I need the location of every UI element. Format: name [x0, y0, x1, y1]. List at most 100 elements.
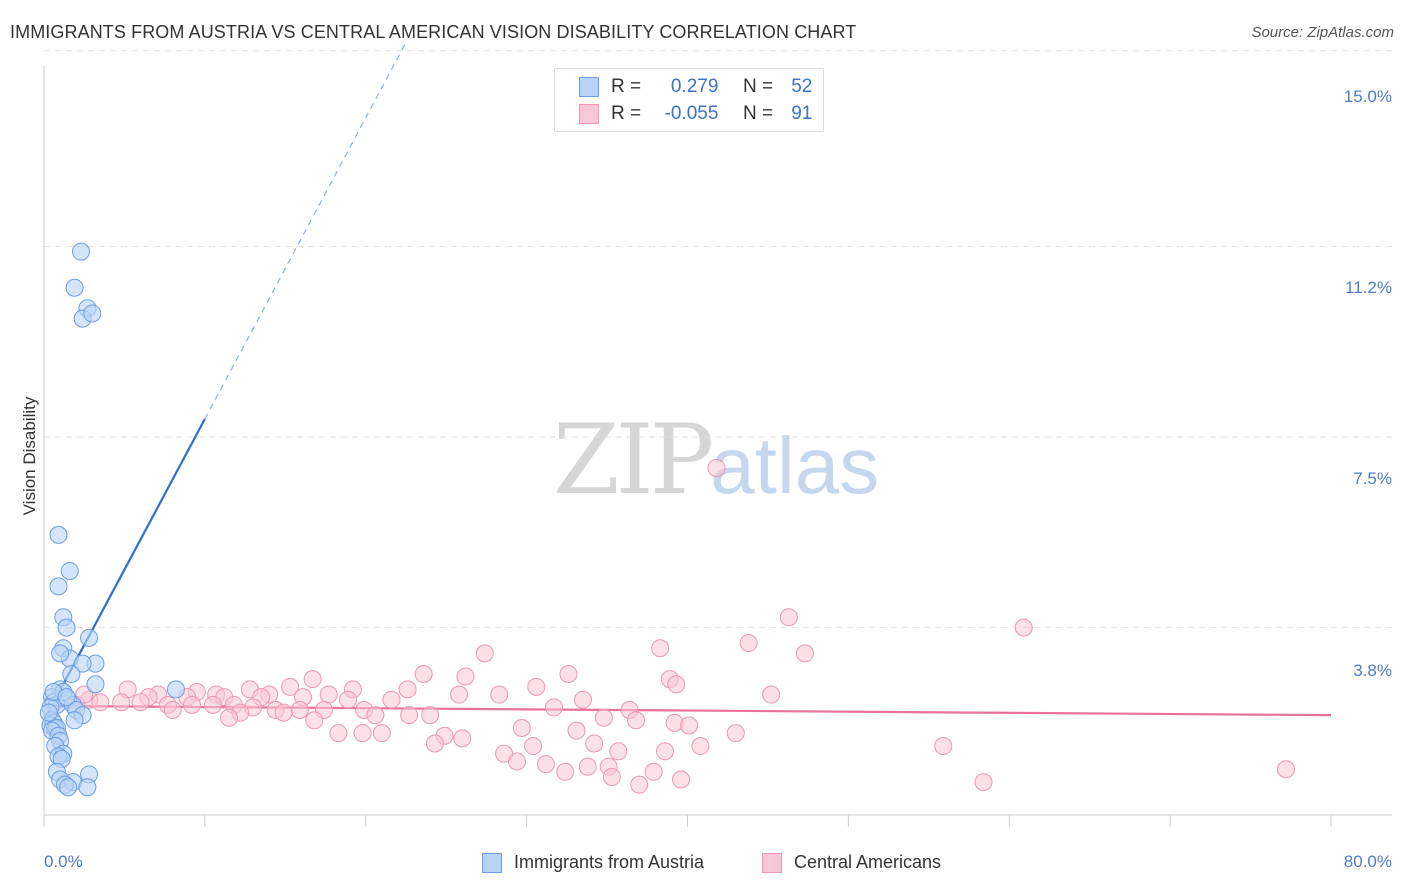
data-point-central-americans	[524, 737, 543, 756]
data-point-austria	[72, 242, 91, 261]
chart-title: IMMIGRANTS FROM AUSTRIA VS CENTRAL AMERI…	[10, 22, 857, 42]
data-point-central-americans	[75, 685, 94, 704]
data-point-central-americans	[414, 664, 433, 683]
bottom-legend-label-austria: Immigrants from Austria	[514, 852, 705, 872]
legend-n-label: N =	[742, 76, 774, 97]
data-point-central-americans	[456, 667, 475, 686]
data-point-austria	[86, 675, 105, 694]
data-point-central-americans	[425, 734, 444, 753]
data-point-central-americans	[559, 664, 578, 683]
data-point-austria	[39, 703, 58, 722]
data-point-central-americans	[544, 698, 563, 717]
data-point-austria	[49, 525, 68, 544]
data-point-central-americans	[691, 737, 710, 756]
data-point-central-americans	[398, 680, 417, 699]
data-point-central-americans	[220, 708, 239, 727]
axis-layer	[43, 66, 1392, 827]
data-point-central-americans	[274, 703, 293, 722]
data-point-central-americans	[305, 711, 324, 730]
x-tick-label-min: 0.0%	[44, 852, 83, 871]
data-point-central-americans	[131, 693, 150, 712]
data-point-central-americans	[421, 706, 440, 725]
x-tick-label-max: 80.0%	[1343, 852, 1392, 871]
data-point-austria	[78, 778, 97, 797]
data-point-central-americans	[163, 701, 182, 719]
watermark-zip: ZIP	[553, 404, 714, 516]
watermark: ZIPatlas	[553, 404, 879, 516]
legend-r-value-central-americans: -0.055	[664, 103, 719, 124]
bottom-legend-swatch-central-americans	[762, 853, 782, 873]
trend-line-austria-extension	[204, 42, 407, 420]
data-point-central-americans	[1014, 618, 1033, 637]
data-point-central-americans	[567, 721, 586, 740]
data-point-central-americans	[974, 773, 993, 792]
trend-layer	[43, 42, 1332, 721]
data-point-central-americans	[672, 770, 691, 789]
bottom-legend-swatch-austria	[482, 853, 502, 873]
data-point-austria	[73, 654, 92, 673]
data-point-austria	[62, 664, 81, 683]
data-point-central-americans	[112, 693, 131, 712]
data-point-central-americans	[507, 752, 526, 771]
data-point-central-americans	[329, 724, 348, 743]
data-point-central-americans	[779, 608, 798, 627]
data-point-central-americans	[627, 711, 646, 730]
data-point-central-americans	[183, 695, 202, 714]
legend-swatch-austria	[579, 77, 599, 97]
data-point-central-americans	[319, 685, 338, 704]
data-point-central-americans	[726, 724, 745, 743]
data-point-central-americans	[630, 775, 649, 794]
data-point-central-americans	[382, 690, 401, 709]
data-point-austria	[57, 688, 76, 707]
data-point-austria	[49, 577, 68, 596]
data-point-austria	[65, 278, 84, 297]
data-point-central-americans	[556, 762, 575, 781]
y-tick-label-7-5: 7.5%	[1353, 469, 1392, 488]
y-tick-label-11-2: 11.2%	[1345, 278, 1392, 297]
data-point-central-americans	[512, 719, 531, 738]
data-point-central-americans	[707, 458, 726, 477]
legend-n-label: N =	[742, 103, 774, 124]
data-point-central-americans	[203, 695, 222, 714]
data-point-central-americans	[527, 677, 546, 696]
data-point-central-americans	[353, 724, 372, 743]
data-point-central-americans	[303, 670, 322, 689]
data-point-central-americans	[475, 644, 494, 663]
data-point-central-americans	[585, 734, 604, 753]
legend-swatch-central-americans	[579, 104, 599, 124]
data-point-austria	[166, 680, 185, 699]
legend-r-label: R =	[611, 103, 642, 124]
legend-n-value-austria: 52	[791, 76, 813, 97]
data-point-central-americans	[651, 639, 670, 658]
correlation-legend: R = 0.279 N = 52 R = -0.055 N = 91	[554, 68, 824, 132]
data-point-central-americans	[739, 634, 758, 653]
data-point-central-americans	[609, 742, 628, 761]
data-point-central-americans	[366, 706, 385, 725]
data-point-central-americans	[644, 762, 663, 781]
data-point-central-americans	[400, 706, 419, 725]
y-axis-label: Vision Disability	[20, 396, 39, 516]
data-point-austria	[83, 304, 102, 323]
data-point-central-americans	[602, 767, 621, 786]
data-point-central-americans	[490, 685, 509, 704]
data-point-central-americans	[795, 644, 814, 663]
data-point-austria	[60, 561, 79, 580]
data-point-central-americans	[1276, 760, 1295, 779]
data-point-central-americans	[934, 737, 953, 756]
legend-r-label: R =	[611, 76, 642, 97]
y-tick-label-3-8: 3.8%	[1353, 661, 1392, 680]
watermark-atlas: atlas	[710, 421, 880, 510]
data-point-central-americans	[667, 675, 686, 694]
data-point-central-americans	[281, 677, 300, 696]
legend-n-value-central-americans: 91	[791, 103, 813, 124]
points-layer	[39, 242, 1295, 797]
grid-layer	[44, 50, 1392, 629]
data-point-central-americans	[91, 693, 110, 712]
data-point-central-americans	[450, 685, 469, 704]
data-point-central-americans	[536, 755, 555, 774]
data-point-austria	[80, 628, 99, 647]
data-point-central-americans	[573, 690, 592, 709]
y-tick-label-15: 15.0%	[1343, 87, 1392, 106]
data-point-central-americans	[655, 742, 674, 761]
